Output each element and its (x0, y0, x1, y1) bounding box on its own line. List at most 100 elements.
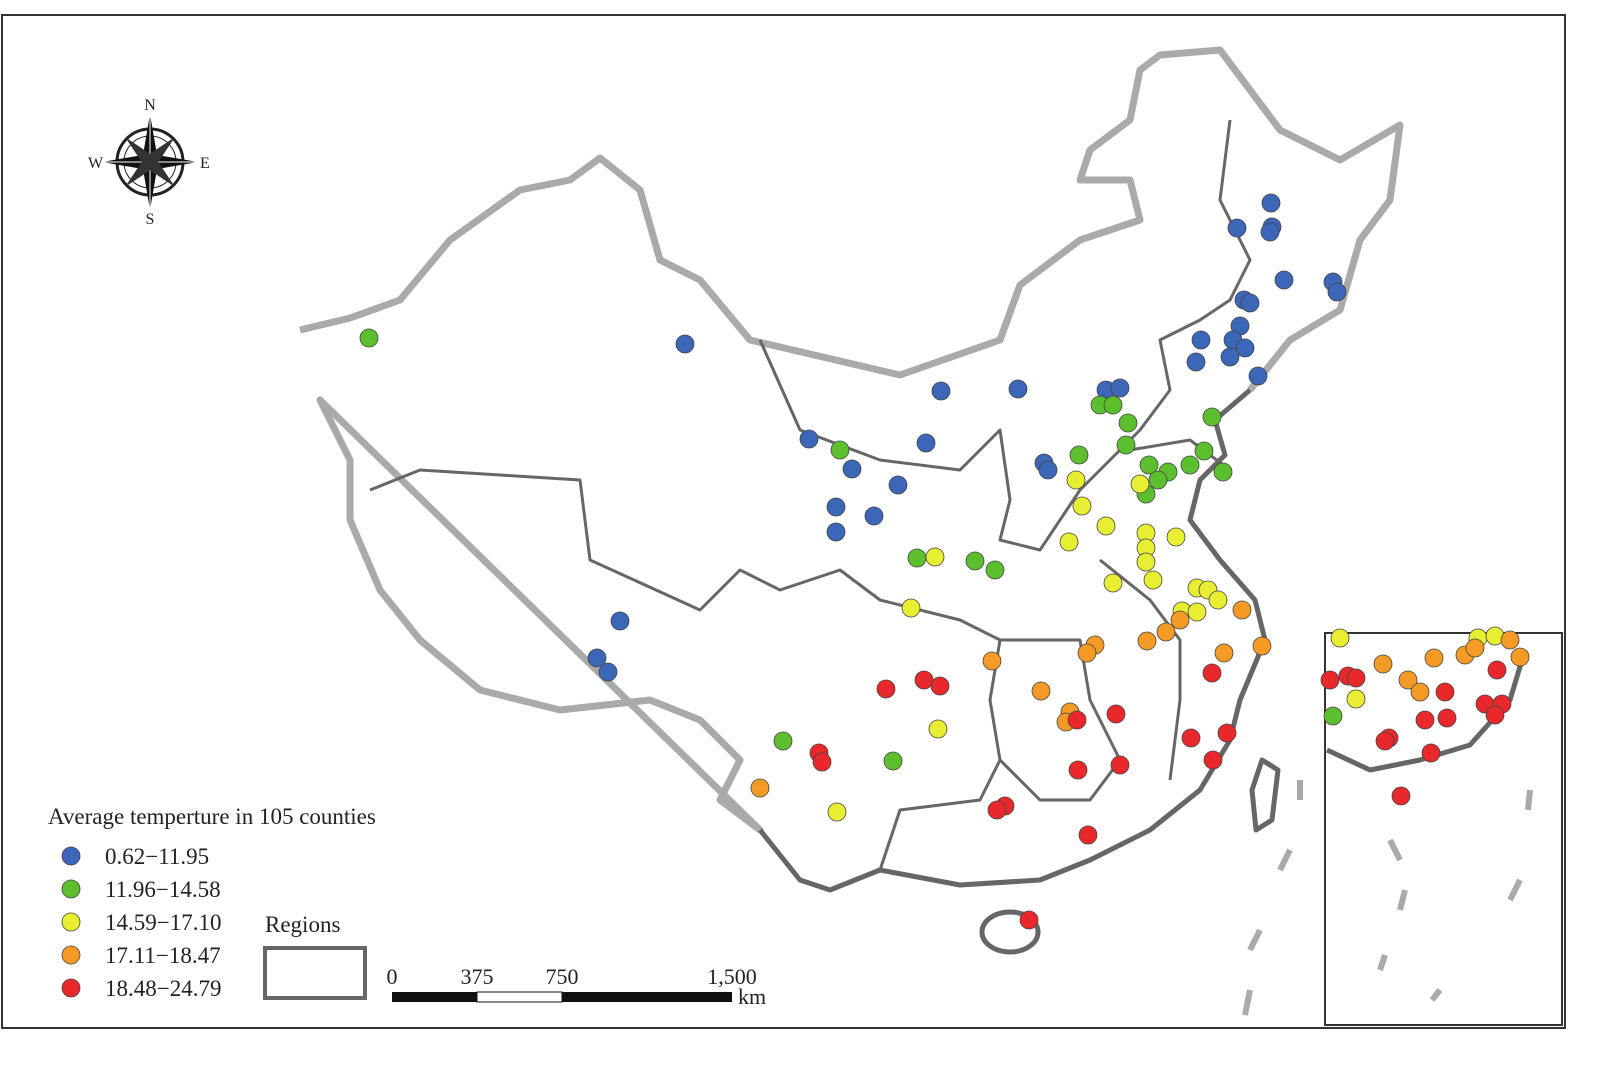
county-point (1130, 474, 1150, 494)
compass-e: E (200, 155, 210, 172)
county-point (1194, 441, 1214, 461)
county-point (1235, 338, 1255, 358)
legend-label: 17.11−18.47 (105, 943, 221, 968)
compass-w: W (88, 155, 104, 172)
county-point (1143, 570, 1163, 590)
county-point (1213, 462, 1233, 482)
county-point (1391, 786, 1411, 806)
county-point (1068, 760, 1088, 780)
county-point (1435, 682, 1455, 702)
county-point (1031, 681, 1051, 701)
scale-label: 0 (387, 964, 398, 989)
county-point (907, 548, 927, 568)
county-point (901, 598, 921, 618)
county-point (675, 334, 695, 354)
county-point (830, 440, 850, 460)
county-point (1375, 731, 1395, 751)
county-point (914, 670, 934, 690)
county-point (1059, 532, 1079, 552)
county-point (1252, 636, 1272, 656)
county-point (985, 560, 1005, 580)
county-point (987, 800, 1007, 820)
county-point (1191, 330, 1211, 350)
county-point (1066, 470, 1086, 490)
county-point (1487, 660, 1507, 680)
legend-label: 0.62−11.95 (105, 844, 209, 869)
county-point (931, 381, 951, 401)
compass: N E S W (88, 97, 210, 228)
county-point (1465, 638, 1485, 658)
county-point (587, 648, 607, 668)
legend-swatch (61, 912, 81, 932)
county-point (1261, 193, 1281, 213)
county-point (1220, 347, 1240, 367)
legend-label: 14.59−17.10 (105, 910, 221, 935)
legend-label: 18.48−24.79 (105, 976, 221, 1001)
county-point (1346, 689, 1366, 709)
county-point (1019, 910, 1039, 930)
county-point (1320, 670, 1340, 690)
county-point (799, 429, 819, 449)
county-point (1260, 222, 1280, 242)
scale-label: 375 (461, 964, 494, 989)
county-point (883, 751, 903, 771)
county-point (773, 731, 793, 751)
scale-label: 750 (546, 964, 579, 989)
scale-label: 1,500 (707, 964, 757, 989)
county-point (925, 547, 945, 567)
county-point (1398, 670, 1418, 690)
compass-n: N (144, 97, 156, 114)
county-point (1421, 743, 1441, 763)
county-point (842, 459, 862, 479)
legend-title: Average temperture in 105 counties (48, 804, 376, 829)
county-point (750, 778, 770, 798)
county-point (1166, 527, 1186, 547)
compass-s: S (146, 211, 155, 228)
county-point (359, 328, 379, 348)
county-point (1214, 643, 1234, 663)
scale-bar (392, 991, 732, 1003)
county-point (930, 676, 950, 696)
legend-label: 11.96−14.58 (105, 877, 221, 902)
county-point (1415, 710, 1435, 730)
county-point (965, 551, 985, 571)
county-point (812, 752, 832, 772)
county-point (1156, 622, 1176, 642)
county-point (1485, 705, 1505, 725)
county-point (864, 506, 884, 526)
legend: 0.62−11.95 11.96−14.58 14.59−17.10 17.11−18… (61, 844, 221, 1001)
county-point (1217, 723, 1237, 743)
county-point (1187, 602, 1207, 622)
county-point (1373, 654, 1393, 674)
county-point (1103, 573, 1123, 593)
legend-swatch (61, 945, 81, 965)
county-point (1330, 628, 1350, 648)
county-point (1248, 366, 1268, 386)
county-point (1110, 378, 1130, 398)
county-point (1240, 293, 1260, 313)
county-point (826, 497, 846, 517)
county-point (1078, 825, 1098, 845)
county-point (982, 651, 1002, 671)
county-point (1227, 218, 1247, 238)
county-point (1139, 455, 1159, 475)
county-point (1232, 600, 1252, 620)
county-point (1038, 460, 1058, 480)
county-point (1077, 643, 1097, 663)
county-point (1136, 552, 1156, 572)
legend-swatch (61, 879, 81, 899)
county-point (1203, 750, 1223, 770)
county-point (1202, 663, 1222, 683)
county-point (1116, 435, 1136, 455)
county-point (928, 719, 948, 739)
county-point (610, 611, 630, 631)
county-point (1110, 755, 1130, 775)
county-point (1148, 470, 1168, 490)
county-point (1096, 516, 1116, 536)
county-point (1208, 590, 1228, 610)
county-point (598, 662, 618, 682)
county-point (1118, 413, 1138, 433)
scale-unit: km (738, 984, 766, 1009)
county-point (1274, 270, 1294, 290)
